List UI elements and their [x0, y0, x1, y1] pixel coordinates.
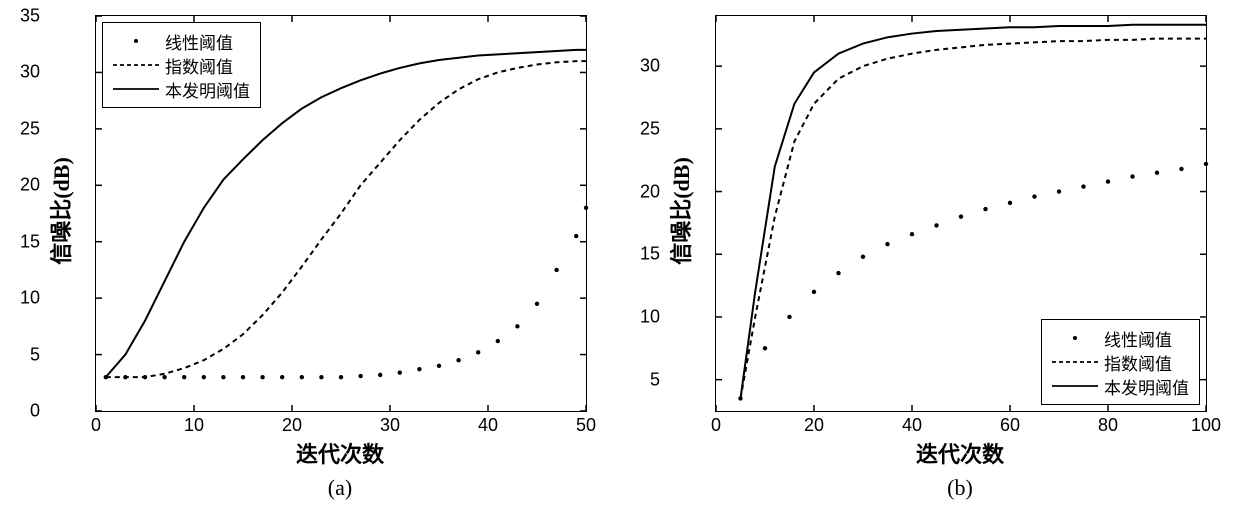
dash-icon	[1052, 352, 1098, 372]
legend-item-exponent: 指数阈值	[1052, 350, 1189, 374]
legend-item-linear: 线性阈值	[1052, 326, 1189, 350]
ylabel-b: 信噪比(dB)	[664, 131, 696, 291]
legend-label: 指数阈值	[165, 53, 233, 78]
ytick-label: 10	[0, 288, 40, 309]
ytick-label: 5	[0, 344, 40, 365]
plot-area-b: 线性阈值 指数阈值 本发明阈值 02040608010051015202530	[715, 15, 1207, 412]
legend-item-linear: 线性阈值	[113, 29, 250, 53]
ytick-label: 5	[620, 369, 660, 390]
ytick-label: 20	[0, 175, 40, 196]
xlabel-a: 迭代次数	[95, 437, 585, 469]
ylabel-a: 信噪比(dB)	[44, 131, 76, 291]
xtick-label: 40	[902, 415, 922, 436]
legend-label: 本发明阈值	[1104, 374, 1189, 399]
xtick-label: 10	[184, 415, 204, 436]
panel-a: 线性阈值 指数阈值 本发明阈值 0 10 20 30 40 50 0 5 10 15 20 25 30 3…	[0, 0, 620, 512]
ytick-label: 0	[0, 401, 40, 422]
sublabel-b: (b)	[715, 475, 1205, 501]
legend-item-invention: 本发明阈值	[1052, 374, 1189, 398]
xtick-label: 20	[804, 415, 824, 436]
xtick-label: 0	[711, 415, 721, 436]
sublabel-a: (a)	[95, 475, 585, 501]
dot-icon	[1052, 328, 1098, 348]
solid-icon	[113, 79, 159, 99]
ytick-label: 15	[620, 244, 660, 265]
ytick-label: 30	[0, 62, 40, 83]
legend-b: 线性阈值 指数阈值 本发明阈值	[1041, 319, 1200, 405]
ytick-label: 10	[620, 306, 660, 327]
dash-icon	[113, 55, 159, 75]
xtick-label: 50	[576, 415, 596, 436]
xtick-label: 40	[478, 415, 498, 436]
ytick-label: 25	[620, 118, 660, 139]
xlabel-b: 迭代次数	[715, 437, 1205, 469]
xtick-label: 20	[282, 415, 302, 436]
ytick-label: 25	[0, 118, 40, 139]
xtick-label: 100	[1191, 415, 1221, 436]
solid-icon	[1052, 376, 1098, 396]
xtick-label: 0	[91, 415, 101, 436]
xtick-label: 80	[1098, 415, 1118, 436]
xtick-label: 60	[1000, 415, 1020, 436]
legend-label: 指数阈值	[1104, 350, 1172, 375]
legend-item-exponent: 指数阈值	[113, 53, 250, 77]
legend-label: 线性阈值	[165, 29, 233, 54]
legend-item-invention: 本发明阈值	[113, 77, 250, 101]
legend-label: 线性阈值	[1104, 326, 1172, 351]
legend-label: 本发明阈值	[165, 77, 250, 102]
ytick-label: 20	[620, 181, 660, 202]
ytick-label: 15	[0, 231, 40, 252]
dot-icon	[113, 31, 159, 51]
ytick-label: 30	[620, 56, 660, 77]
legend-a: 线性阈值 指数阈值 本发明阈值	[102, 22, 261, 108]
xtick-label: 30	[380, 415, 400, 436]
plot-area-a: 线性阈值 指数阈值 本发明阈值 010203040500510152025303…	[95, 15, 587, 412]
ytick-label: 35	[0, 6, 40, 27]
panel-b: 线性阈值 指数阈值 本发明阈值 02040608010051015202530 …	[620, 0, 1240, 512]
